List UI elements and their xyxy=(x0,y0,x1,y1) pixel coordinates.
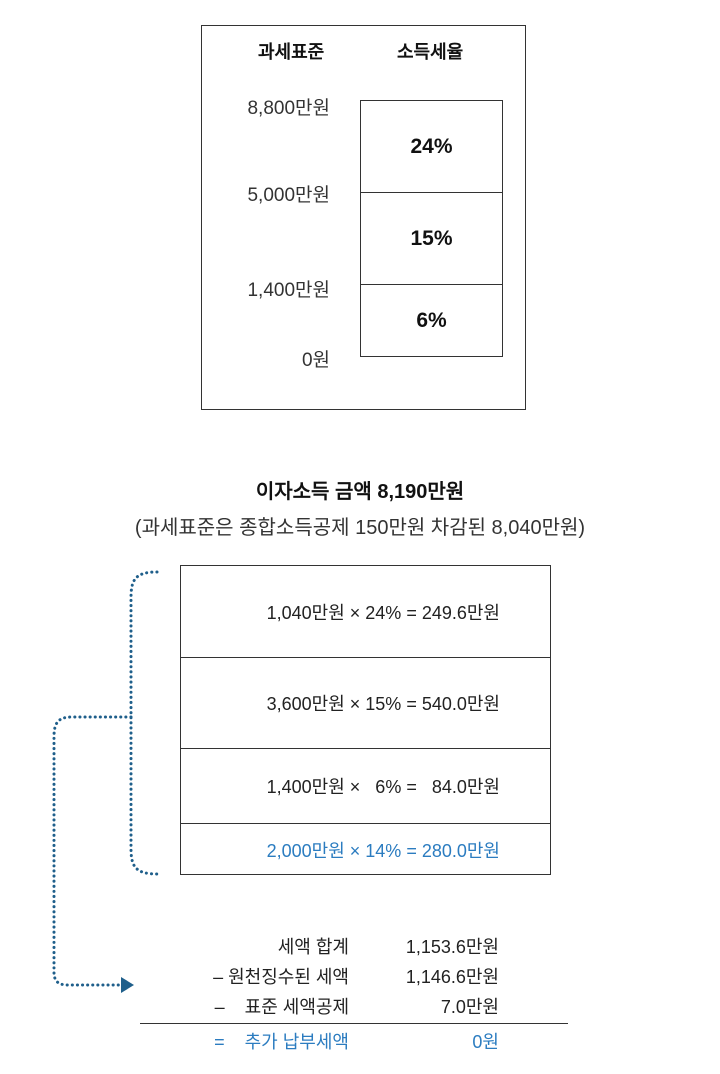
interest-income-title: 이자소득 금액 8,190만원 xyxy=(255,481,465,503)
rate-cell-15: 15% xyxy=(361,192,502,284)
summary-value: 0원 xyxy=(472,1032,499,1052)
summary-row-withheld: – 원천징수된 세액 1,146.6만원 xyxy=(0,963,720,989)
threshold-0: 0원 xyxy=(301,350,330,371)
calc-row-6: 1,400만원 × 6% = 84.0만원 xyxy=(181,748,550,823)
summary-value: 1,153.6만원 xyxy=(405,937,499,957)
rate-cell-24: 24% xyxy=(410,134,453,158)
rate-column: 24% 15% 6% xyxy=(360,100,503,357)
summary-row-deduction: – 표준 세액공제 7.0만원 xyxy=(0,993,720,1019)
summary-label: = 추가 납부세액 xyxy=(214,1032,349,1052)
calc-row-15: 3,600만원 × 15% = 540.0만원 xyxy=(181,657,550,748)
summary-label: 세액 합계 xyxy=(277,937,349,957)
summary-label: – 표준 세액공제 xyxy=(214,997,349,1017)
summary-label: – 원천징수된 세액 xyxy=(213,967,349,987)
summary-divider xyxy=(140,1023,568,1024)
summary-row-total: 세액 합계 1,153.6만원 xyxy=(0,933,720,959)
tax-bracket-box xyxy=(201,25,526,410)
calc-row-14: 2,000만원 × 14% = 280.0만원 xyxy=(181,823,550,875)
summary-value: 1,146.6만원 xyxy=(405,967,499,987)
threshold-5000: 5,000만원 xyxy=(247,185,330,206)
header-tax-rate: 소득세율 xyxy=(397,42,464,62)
threshold-1400: 1,400만원 xyxy=(247,280,330,301)
summary-row-additional: = 추가 납부세액 0원 xyxy=(0,1028,720,1054)
header-tax-base: 과세표준 xyxy=(258,42,325,62)
tax-base-subtitle: (과세표준은 종합소득공제 150만원 차감된 8,040만원) xyxy=(134,517,586,539)
calc-row-24: 1,040만원 × 24% = 249.6만원 xyxy=(266,602,500,623)
dotted-bracket xyxy=(129,570,159,876)
rate-cell-6: 6% xyxy=(361,284,502,356)
arrow-head-icon xyxy=(121,977,134,993)
summary-value: 7.0만원 xyxy=(440,997,499,1017)
calculation-table: 1,040만원 × 24% = 249.6만원 3,600만원 × 15% = … xyxy=(180,565,551,875)
dotted-connector xyxy=(52,715,133,987)
threshold-8800: 8,800만원 xyxy=(247,98,330,119)
